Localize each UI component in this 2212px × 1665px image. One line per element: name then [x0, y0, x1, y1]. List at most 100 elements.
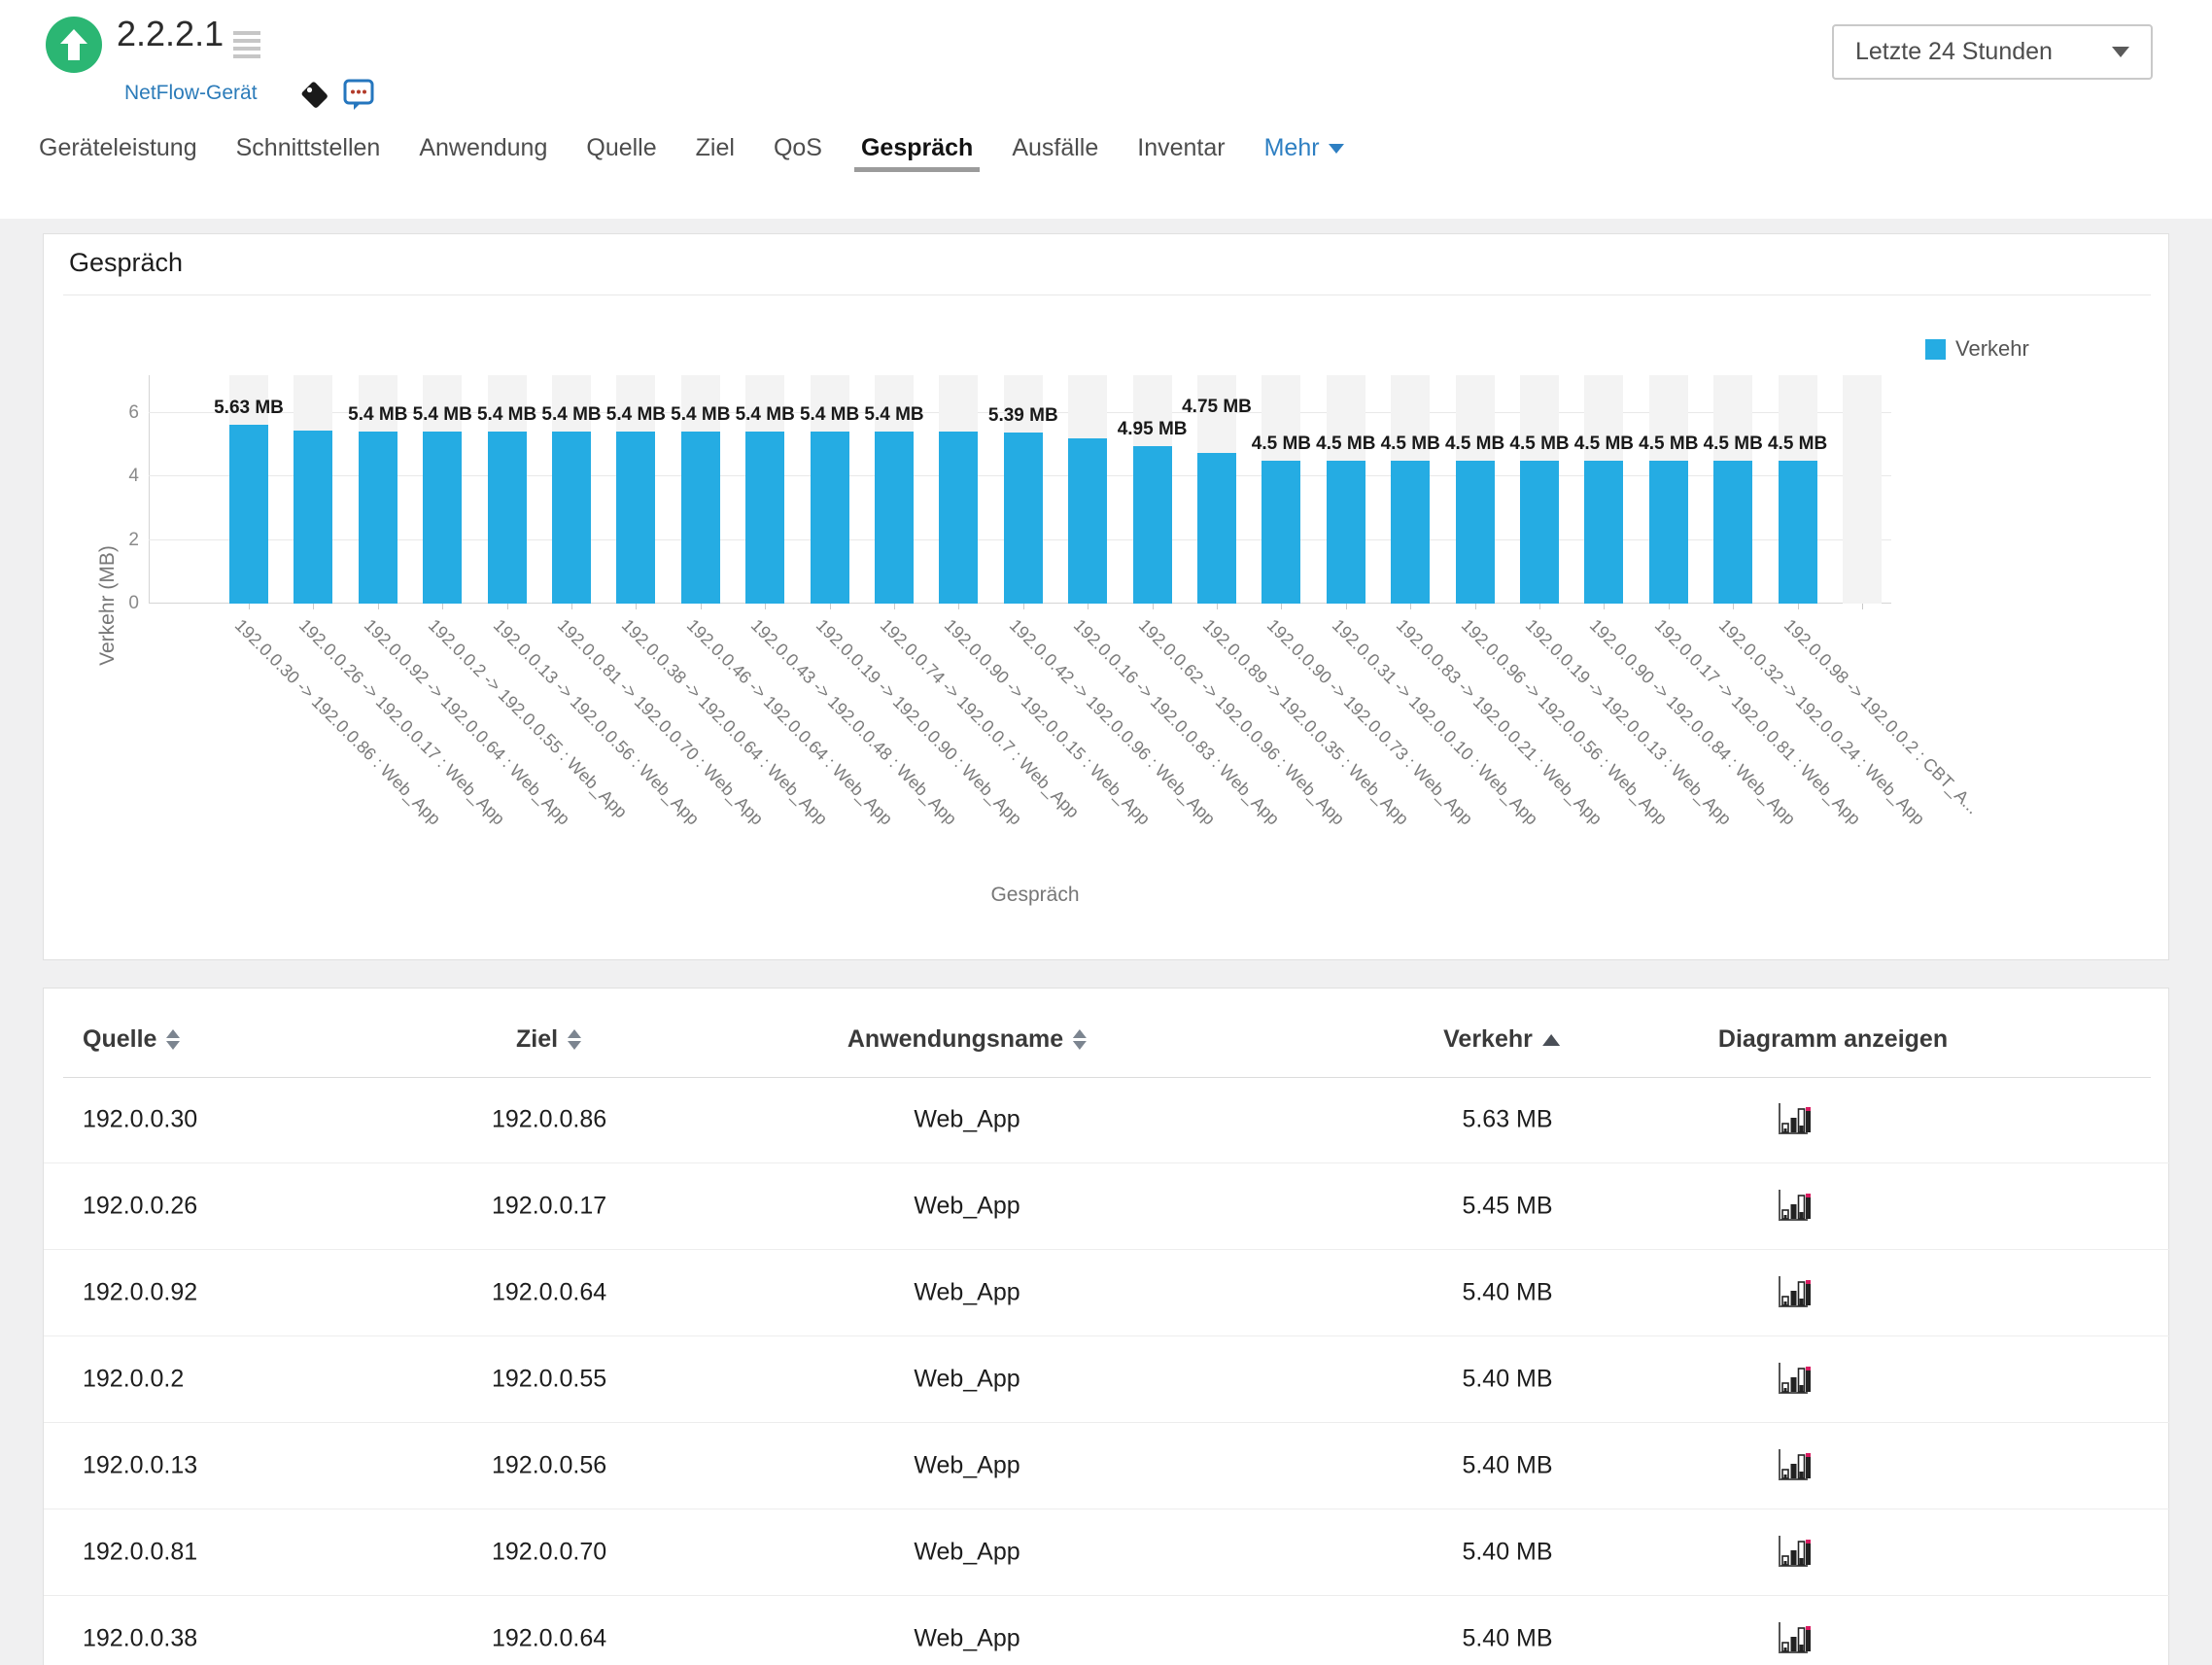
- x-tick: [636, 604, 638, 609]
- chart-bar[interactable]: [745, 432, 785, 604]
- show-diagram-icon[interactable]: [1773, 1619, 1812, 1658]
- chart-bar[interactable]: [423, 432, 463, 604]
- cell-verkehr: 5.40 MB: [1462, 1538, 1553, 1566]
- tab-qos[interactable]: QoS: [774, 134, 822, 186]
- chart-card-title: Gespräch: [69, 248, 184, 277]
- x-tick: [506, 604, 508, 609]
- chart-bar[interactable]: [229, 424, 268, 604]
- chart-bar[interactable]: [1648, 460, 1688, 604]
- sort-asc-active-icon: [1541, 1033, 1560, 1046]
- column-header-verkehr[interactable]: Verkehr: [1443, 1025, 1560, 1054]
- chart-bar[interactable]: [1778, 460, 1817, 604]
- tab-anwendung[interactable]: Anwendung: [419, 134, 547, 186]
- chart-bar[interactable]: [1132, 446, 1172, 604]
- sort-icon: [568, 1029, 582, 1050]
- cell-quelle: 192.0.0.30: [83, 1105, 198, 1133]
- bar-value-label: 5.4 MB: [735, 404, 795, 426]
- x-tick: [571, 604, 572, 609]
- cell-quelle: 192.0.0.81: [83, 1538, 198, 1566]
- tab-label: Geräteleistung: [39, 134, 197, 161]
- tab-label: QoS: [773, 134, 822, 161]
- chevron-down-icon: [2112, 47, 2129, 57]
- chart-bar[interactable]: [810, 432, 849, 604]
- comment-icon[interactable]: [342, 77, 375, 117]
- cell-anwendungsname: Web_App: [914, 1624, 1020, 1652]
- legend-label: Verkehr: [1955, 336, 2029, 361]
- chart-bar[interactable]: [1326, 460, 1365, 604]
- column-header-diagramm-anzeigen: Diagramm anzeigen: [1718, 1025, 1948, 1054]
- x-tick: [1345, 604, 1347, 609]
- sort-icon: [166, 1029, 181, 1050]
- chart-bar[interactable]: [358, 432, 397, 604]
- chart-bar[interactable]: [1197, 452, 1236, 604]
- x-tick: [700, 604, 702, 609]
- tab-ziel[interactable]: Ziel: [696, 134, 735, 186]
- device-menu-icon[interactable]: [233, 31, 260, 62]
- chart-bar[interactable]: [1713, 460, 1753, 604]
- sort-asc-icon: [1073, 1029, 1088, 1038]
- y-tick-label: 6: [128, 401, 139, 423]
- show-diagram-icon[interactable]: [1773, 1533, 1812, 1572]
- chart-bar[interactable]: [1003, 432, 1043, 604]
- chart-bar[interactable]: [939, 432, 979, 604]
- plot-band: [1843, 375, 1882, 604]
- cell-anwendungsname: Web_App: [914, 1105, 1020, 1133]
- show-diagram-icon[interactable]: [1773, 1273, 1812, 1312]
- x-tick: [1474, 604, 1476, 609]
- chart-bar[interactable]: [487, 432, 527, 604]
- column-header-quelle[interactable]: Quelle: [83, 1025, 181, 1054]
- tab-gespräch[interactable]: Gespräch: [853, 134, 981, 186]
- chart-bar[interactable]: [616, 432, 656, 604]
- chart-bar[interactable]: [552, 432, 591, 604]
- tab-ausfälle[interactable]: Ausfälle: [1012, 134, 1098, 186]
- bar-value-label: 4.5 MB: [1639, 433, 1699, 454]
- chart-bar[interactable]: [1455, 460, 1495, 604]
- chart-bar[interactable]: [1068, 437, 1108, 604]
- chart-bar[interactable]: [680, 432, 720, 604]
- cell-quelle: 192.0.0.92: [83, 1278, 198, 1306]
- x-tick: [442, 604, 444, 609]
- tab-inventar[interactable]: Inventar: [1137, 134, 1225, 186]
- cell-anwendungsname: Web_App: [914, 1278, 1020, 1306]
- column-header-label: Diagramm anzeigen: [1717, 1025, 1949, 1053]
- show-diagram-icon[interactable]: [1773, 1360, 1812, 1399]
- conversation-table-card: Quelle Ziel Anwendungsname Verkehr Diagramm …: [43, 988, 2170, 1665]
- cell-quelle: 192.0.0.26: [83, 1192, 198, 1220]
- show-diagram-icon[interactable]: [1773, 1446, 1812, 1485]
- cell-quelle: 192.0.0.2: [83, 1365, 185, 1393]
- y-tick-label: 2: [128, 529, 139, 550]
- column-header-anwendungsname[interactable]: Anwendungsname: [847, 1025, 1088, 1054]
- time-range-select[interactable]: Letzte 24 Stunden: [1832, 24, 2153, 80]
- tab-quelle[interactable]: Quelle: [586, 134, 656, 186]
- show-diagram-icon[interactable]: [1773, 1187, 1812, 1226]
- cell-ziel: 192.0.0.86: [492, 1105, 607, 1133]
- bar-value-label: 4.5 MB: [1251, 433, 1312, 454]
- cell-ziel: 192.0.0.55: [492, 1365, 607, 1393]
- legend-item-verkehr[interactable]: Verkehr: [1925, 336, 2029, 362]
- bar-value-label: 5.4 MB: [412, 404, 472, 426]
- x-tick: [1797, 604, 1799, 609]
- chart-bar[interactable]: [1520, 460, 1559, 604]
- x-tick: [1668, 604, 1670, 609]
- chart-bar[interactable]: [875, 432, 914, 604]
- device-type-link[interactable]: NetFlow-Gerät: [124, 82, 258, 104]
- tab-label: Schnittstellen: [235, 134, 381, 161]
- x-tick: [1733, 604, 1735, 609]
- tag-icon[interactable]: [299, 80, 329, 116]
- chart-bar[interactable]: [294, 430, 333, 604]
- chart-bar[interactable]: [1391, 460, 1431, 604]
- column-header-ziel[interactable]: Ziel: [516, 1025, 582, 1054]
- tab-schnittstellen[interactable]: Schnittstellen: [236, 134, 381, 186]
- chart-bar[interactable]: [1584, 460, 1624, 604]
- bar-value-label: 5.4 MB: [864, 404, 924, 426]
- x-tick: [1539, 604, 1540, 609]
- column-header-label: Quelle: [83, 1025, 157, 1053]
- bar-value-label: 5.4 MB: [605, 404, 667, 426]
- chart-bar[interactable]: [1262, 460, 1301, 604]
- tab-geräteleistung[interactable]: Geräteleistung: [39, 134, 197, 186]
- bar-value-label: 4.5 MB: [1573, 433, 1635, 454]
- bar-chart-plot: 0 2 4 6 5.63 MB 192.0.0.30 -> 192.0.0.86 : We…: [128, 375, 1983, 828]
- show-diagram-icon[interactable]: [1773, 1100, 1812, 1139]
- tab-mehr[interactable]: Mehr: [1264, 134, 1344, 186]
- conversation-chart-card: Gespräch Verkehr Verkehr (MB) 0 2 4 6 5.63 M…: [43, 233, 2169, 960]
